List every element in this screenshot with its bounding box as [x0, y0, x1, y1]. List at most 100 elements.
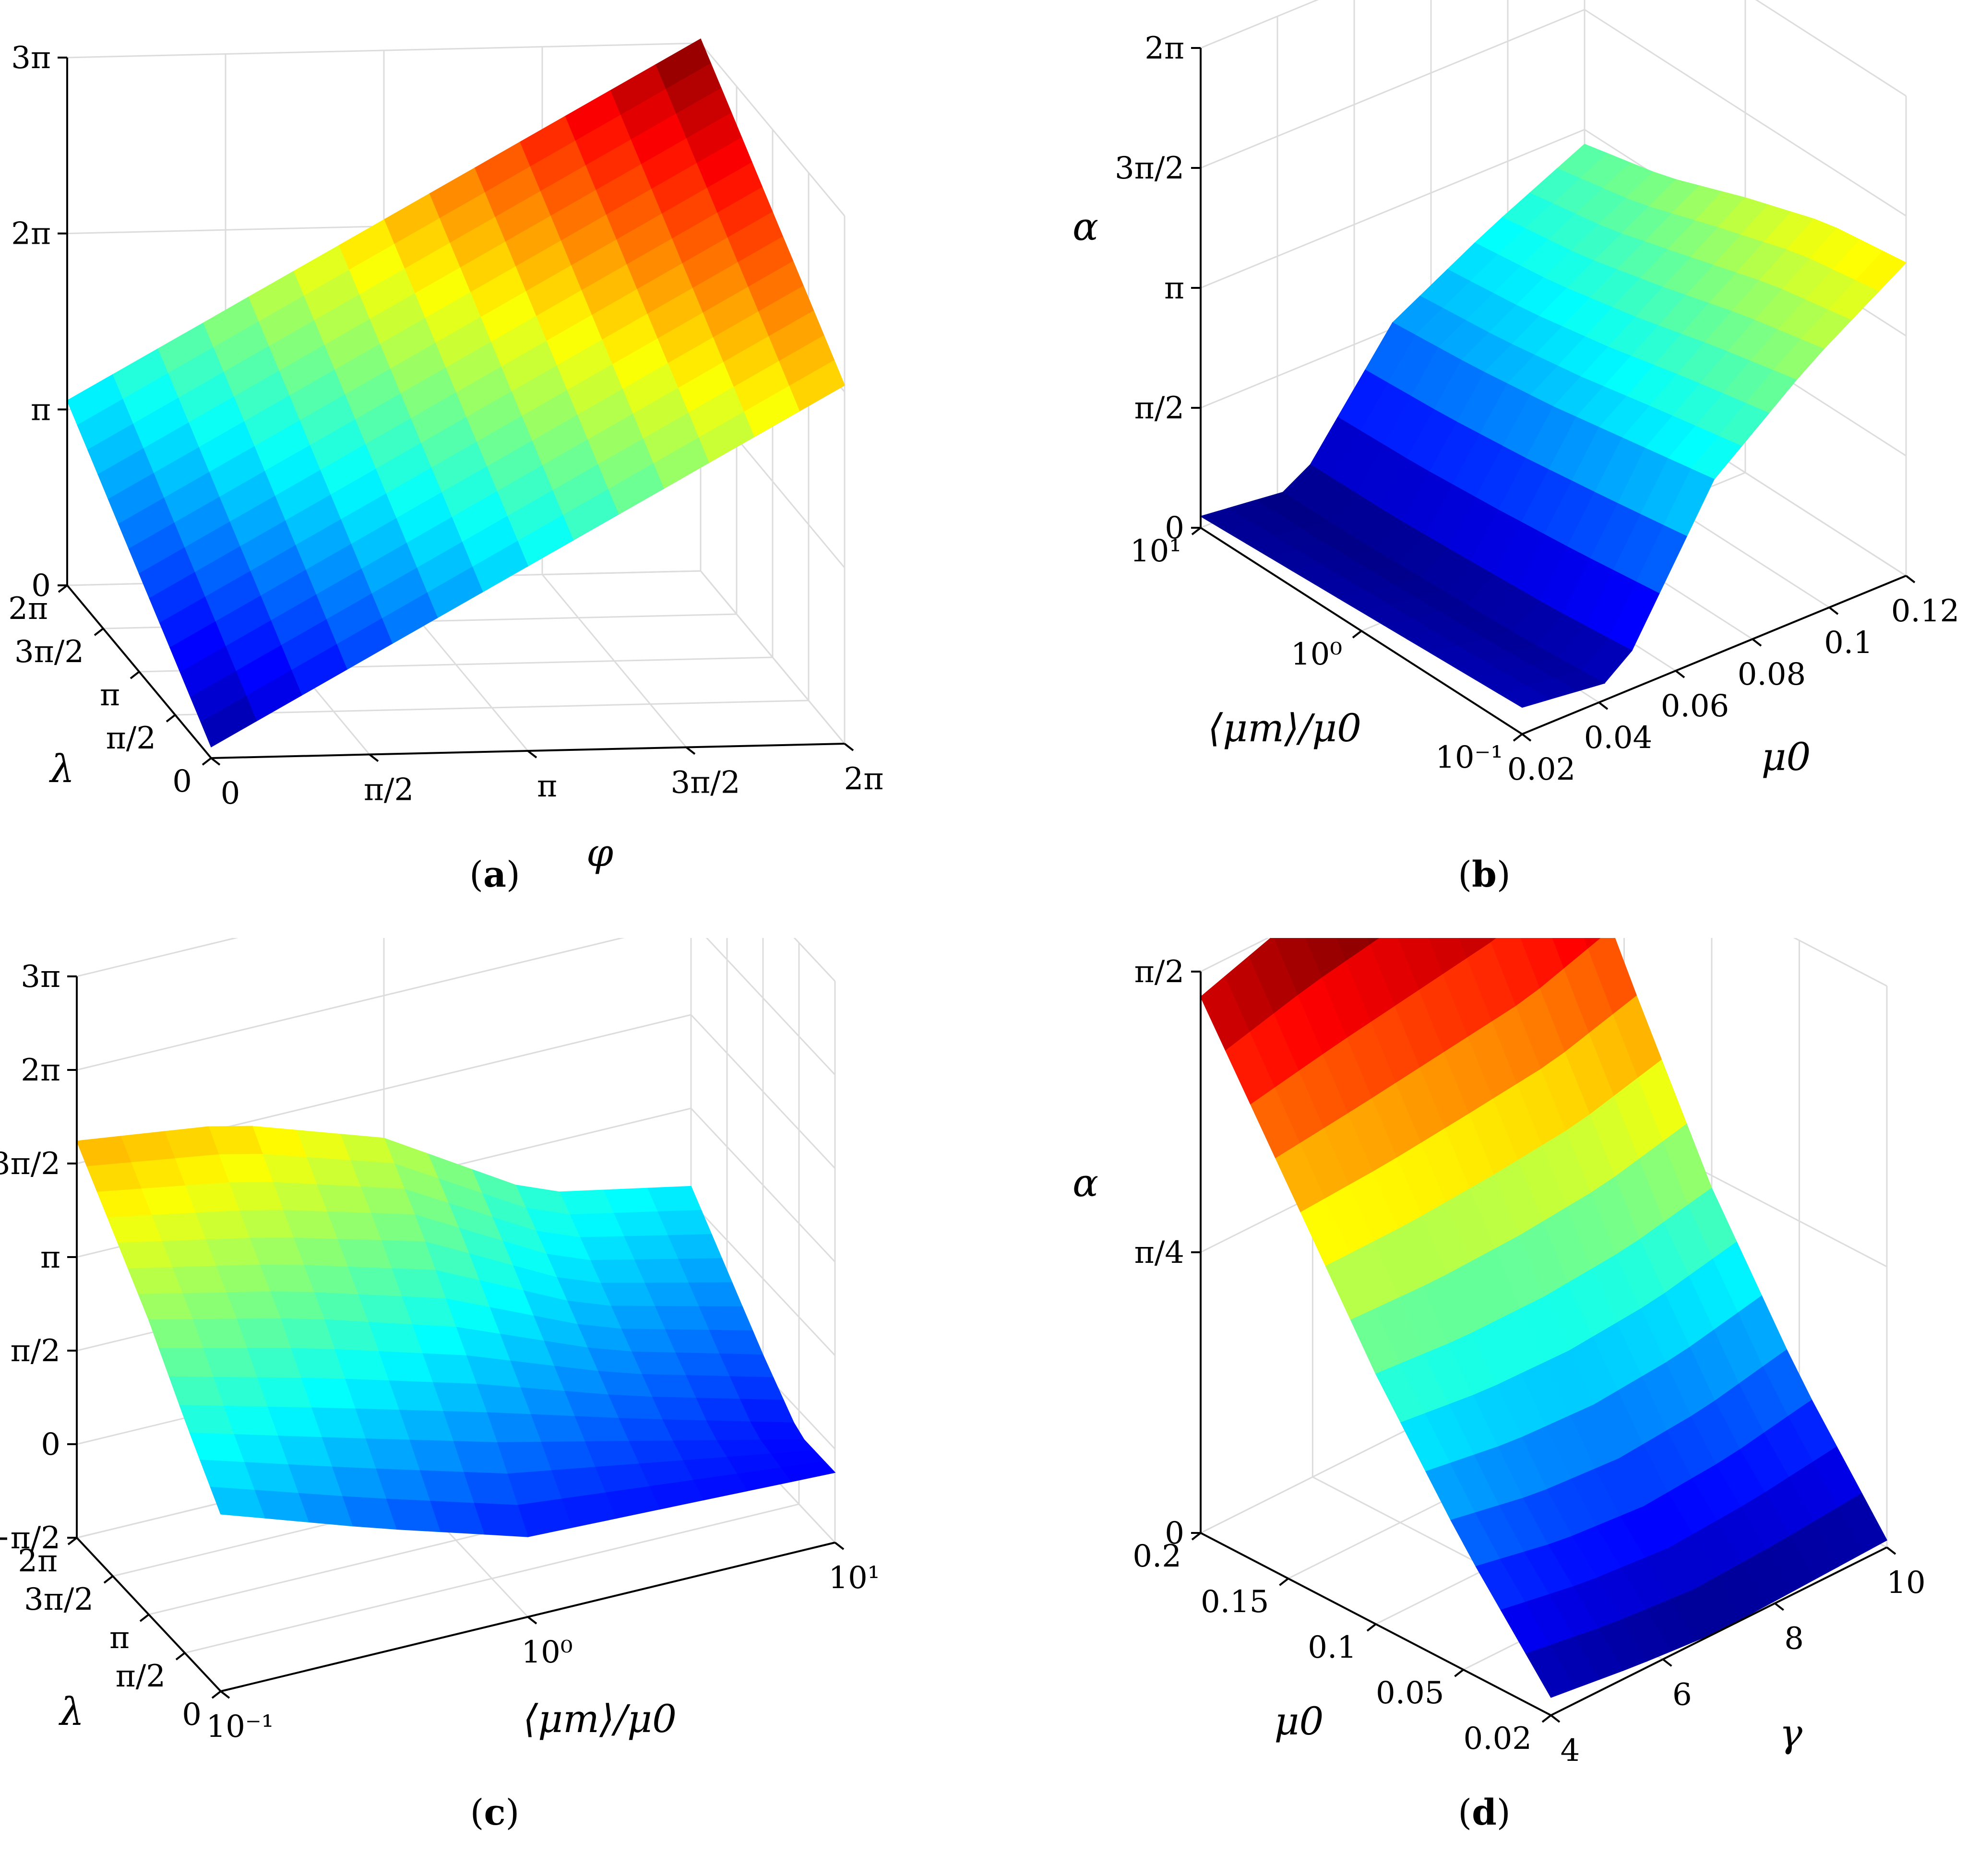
caption-b-letter: b	[1472, 854, 1497, 895]
x-tick-mark	[210, 757, 221, 766]
y-tick-label: π/2	[106, 721, 156, 756]
y-axis-label: λ	[49, 747, 75, 791]
y-tick-label: π	[100, 677, 120, 713]
z-tick-label: 0	[1165, 511, 1184, 546]
z-tick-label: −π/2	[0, 1520, 60, 1556]
y-tick-label: 0	[182, 1697, 202, 1733]
surface-patch	[1366, 938, 1381, 946]
x-tick-mark	[1662, 1658, 1672, 1667]
surface-patch	[200, 696, 257, 748]
x-tick-mark	[1886, 1546, 1896, 1555]
x-tick-label: 0.08	[1738, 657, 1806, 692]
surface-patch	[1498, 685, 1550, 708]
surface-plot-d: 4 6 8 10 0.02 0.05 0.1 0.15 0.20 π/4 π/2 γ μ0 α	[1073, 938, 1926, 1769]
y-tick-mark	[166, 714, 176, 723]
x-tick-label: 2π	[844, 761, 884, 797]
z-tick-label: 3π	[11, 40, 51, 76]
x-tick-label: 8	[1784, 1621, 1804, 1657]
z-axis-label: α	[1073, 204, 1098, 249]
x-tick-label: 10¹	[828, 1560, 880, 1596]
y-tick-label: 2π	[8, 591, 48, 627]
x-axis-label: φ	[586, 831, 613, 875]
x-tick-mark	[527, 750, 537, 759]
y-tick-mark	[175, 1652, 186, 1661]
chart-panel-d: 4 6 8 10 0.02 0.05 0.1 0.15 0.2 0 π/4 π/2 γ μ0 α (d)	[990, 938, 1979, 1876]
y-tick-label: 10⁰	[1291, 637, 1342, 672]
y-tick-mark	[67, 1537, 78, 1545]
z-grid-line	[76, 938, 836, 1076]
y-tick-mark	[58, 584, 68, 593]
x-tick-mark	[1752, 638, 1762, 647]
z-tick-label: 0	[1165, 1516, 1184, 1551]
y-tick-label: 0.05	[1376, 1675, 1444, 1711]
y-tick-mark	[94, 628, 104, 636]
y-tick-label: 3π/2	[14, 634, 84, 670]
z-tick-label: π	[1164, 271, 1184, 306]
caption-a-letter: a	[483, 854, 506, 895]
caption-d-letter: d	[1472, 1792, 1497, 1833]
x-tick-label: 10⁰	[521, 1635, 572, 1670]
y-axis-label: μ0	[1275, 1699, 1324, 1744]
y-tick-mark	[130, 671, 140, 679]
y-tick-label: 0.1	[1308, 1630, 1357, 1665]
caption-d: (d)	[1458, 1792, 1511, 1833]
axes-c: 10⁻¹10⁰10¹0π/2π3π/22π−π/20π/2π3π/22π3π⟨μ…	[0, 959, 880, 1745]
z-tick-label: π/2	[1134, 391, 1184, 426]
surface-a	[67, 38, 845, 748]
y-tick-label: 2π	[18, 1544, 58, 1579]
x-tick-label: 0.06	[1661, 689, 1729, 724]
x-tick-mark	[527, 1616, 537, 1625]
y-tick-mark	[1366, 1623, 1377, 1632]
z-tick-label: 0	[31, 568, 51, 604]
z-tick-label: 2π	[1144, 31, 1184, 66]
y-tick-label: 10⁻¹	[1435, 740, 1503, 775]
x-tick-label: 4	[1561, 1733, 1580, 1769]
surface-d	[1200, 938, 1888, 1698]
y-tick-mark	[202, 757, 212, 766]
z-tick-label: π/2	[1134, 954, 1184, 990]
caption-a: (a)	[469, 854, 520, 895]
y-tick-label: 0.15	[1201, 1584, 1269, 1620]
y-tick-label: 0.02	[1464, 1721, 1532, 1757]
x-tick-mark	[220, 1690, 230, 1699]
y-tick-mark	[139, 1614, 150, 1622]
x-tick-label: 0.04	[1584, 720, 1653, 756]
z-tick-label: 3π/2	[1115, 151, 1184, 186]
z-tick-label: 0	[41, 1427, 60, 1462]
x-tick-label: 0.02	[1507, 752, 1576, 787]
x-tick-mark	[1675, 670, 1685, 678]
chart-panel-c: 10⁻¹10⁰10¹0π/2π3π/22π−π/20π/2π3π/22π3π⟨μ…	[0, 938, 990, 1876]
x-tick-mark	[844, 743, 854, 751]
z-tick-label: 3π	[21, 959, 60, 995]
x-tick-label: 10⁻¹	[206, 1709, 274, 1745]
surface-patch	[210, 1486, 265, 1519]
x-tick-label: 6	[1672, 1677, 1692, 1712]
z-tick-label: 2π	[21, 1053, 60, 1088]
x-tick-mark	[1521, 733, 1532, 742]
surface-c	[76, 1126, 836, 1537]
x-axis-label: ⟨μm⟩/μ0	[523, 1697, 677, 1741]
caption-b: (b)	[1458, 854, 1511, 895]
y-axis-label: ⟨μm⟩/μ0	[1208, 706, 1361, 750]
axes-d: 4 6 8 10 0.02 0.05 0.1 0.15 0.20 π/4 π/2 γ μ0 α	[1073, 954, 1926, 1769]
y-tick-mark	[1352, 630, 1362, 639]
x-tick-label: 10	[1886, 1565, 1925, 1601]
x-tick-mark	[685, 746, 696, 755]
y-tick-label: π/2	[116, 1659, 166, 1694]
y-tick-label: 0.2	[1133, 1539, 1181, 1574]
chart-panel-b: 0.02 0.04 0.06 0.08 0.1 0.12 10⁻¹ 10⁰ 10¹ 0 π/2 π 3π…	[990, 0, 1979, 938]
y-tick-mark	[1191, 1532, 1202, 1541]
x-tick-mark	[1828, 606, 1839, 615]
y-tick-mark	[1279, 1578, 1289, 1586]
x-axis-label: γ	[1779, 1711, 1802, 1756]
z-tick-label: π/2	[11, 1333, 60, 1369]
z-tick-label: 3π/2	[0, 1146, 60, 1182]
surface-patch	[1583, 938, 1602, 950]
x-tick-mark	[834, 1542, 845, 1550]
caption-c: (c)	[470, 1792, 520, 1833]
y-tick-label: π	[109, 1620, 130, 1656]
